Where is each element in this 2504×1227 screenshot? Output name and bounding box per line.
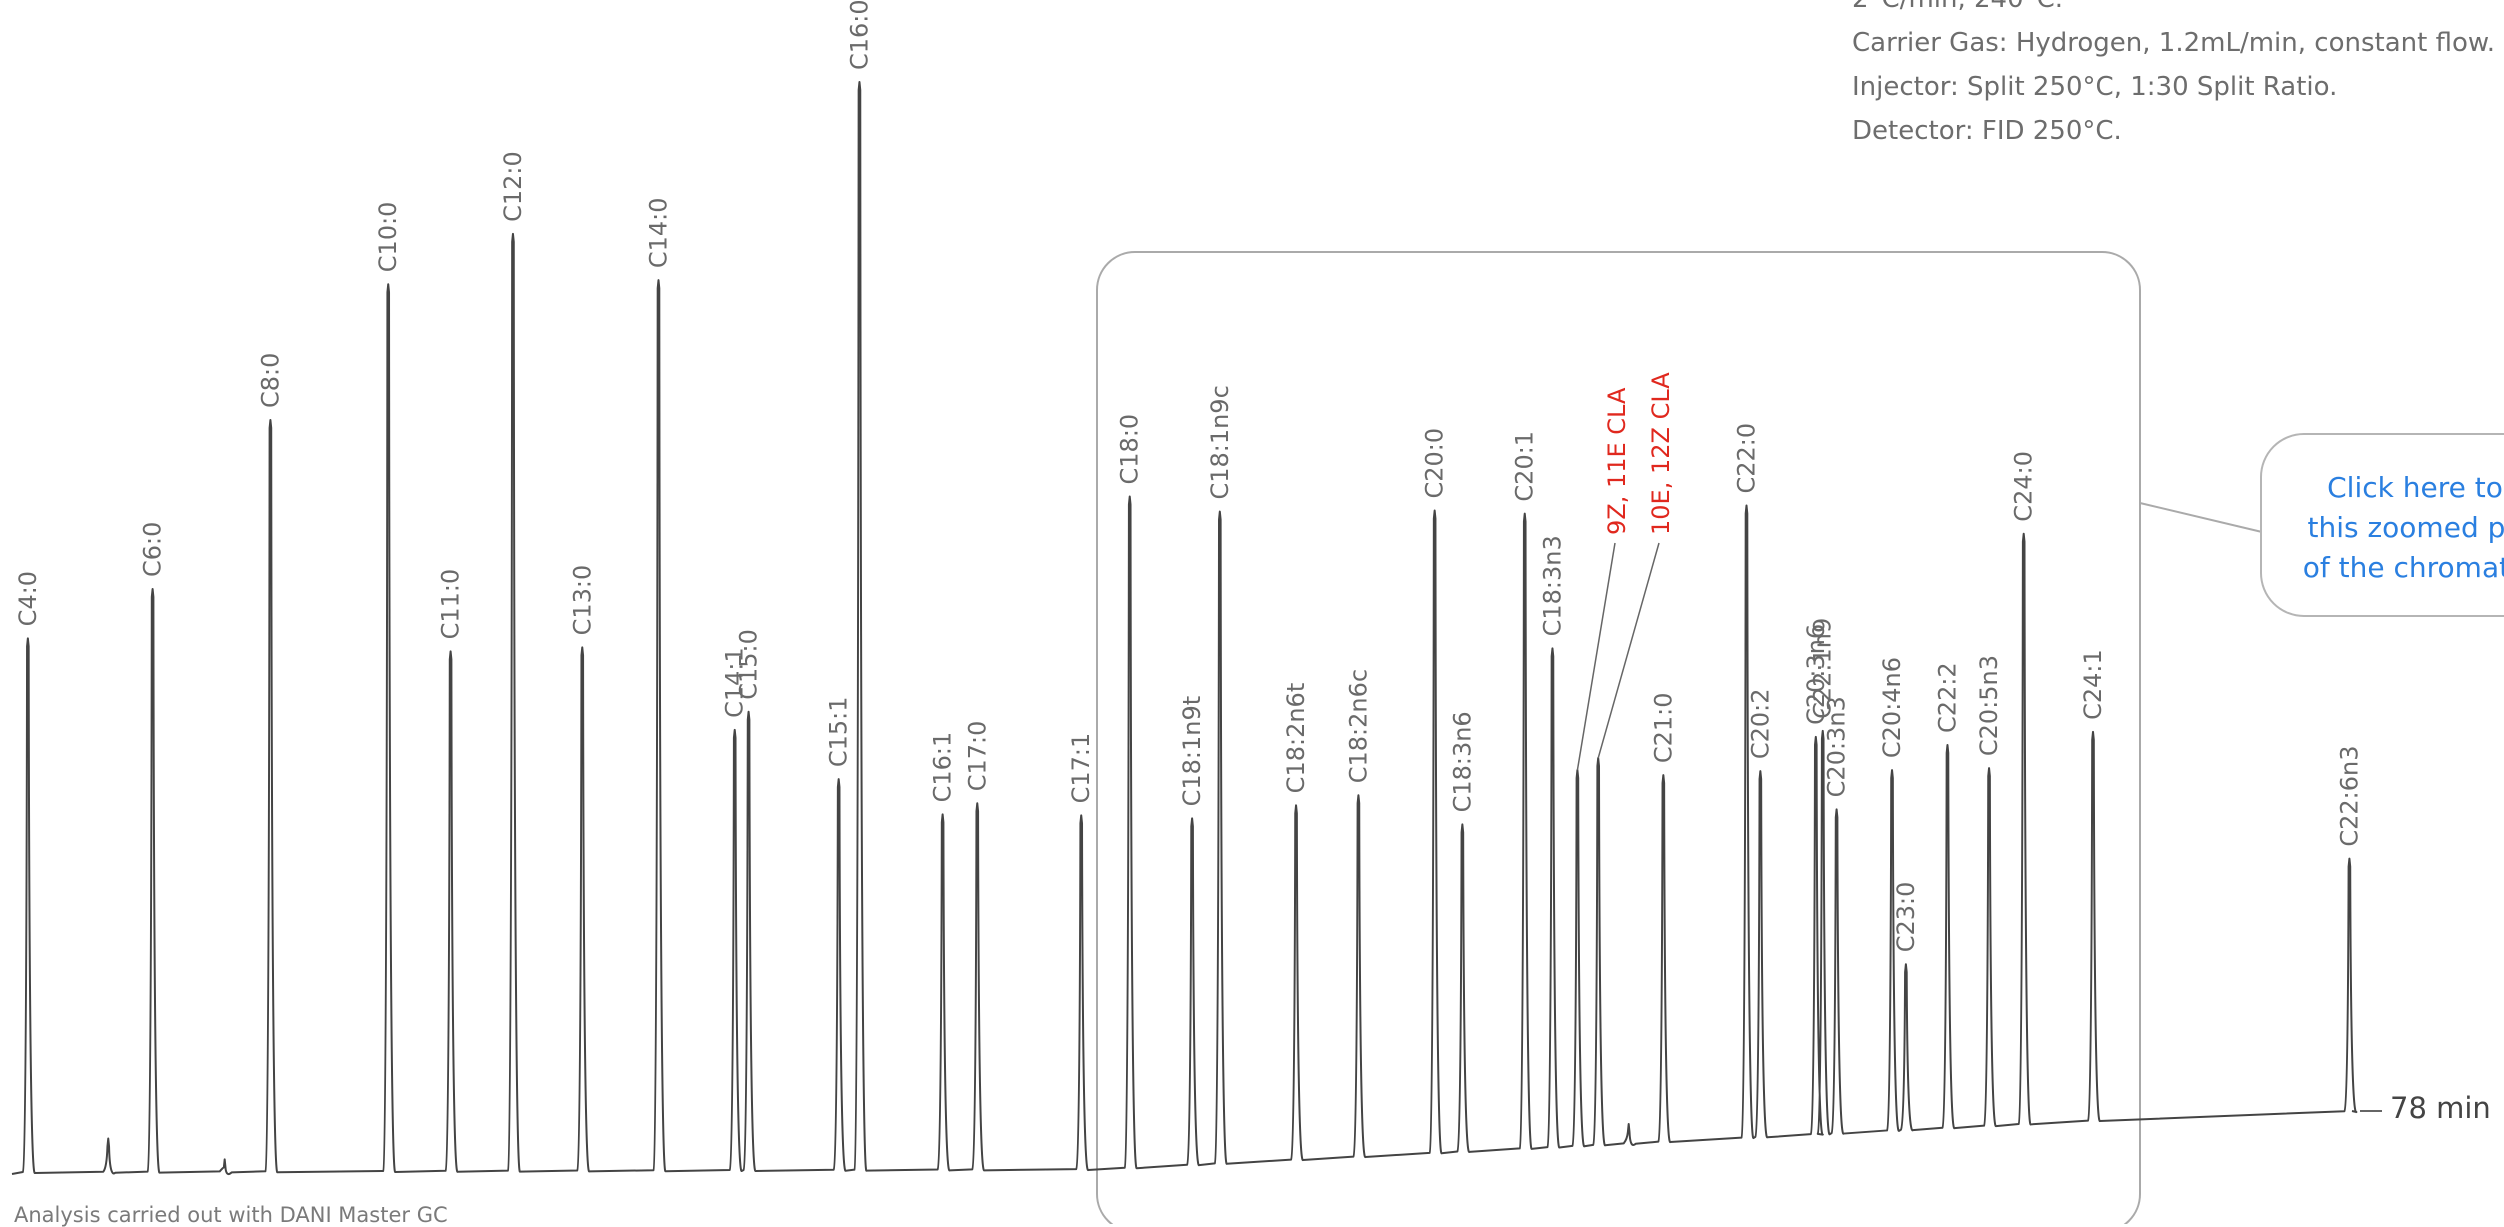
peak-label: C17:1	[1067, 733, 1095, 804]
zoom-callout[interactable]	[2260, 433, 2504, 617]
peak-label: C11:0	[437, 569, 465, 640]
peak-label: C12:0	[499, 151, 527, 222]
zoom-callout-link[interactable]: Click here to this zoomed po of the chro…	[2302, 471, 2504, 584]
peak-label: C20:3n6	[1802, 624, 1830, 725]
peak-label: C23:0	[1892, 882, 1920, 953]
peak-label: C15:1	[825, 697, 853, 768]
leader-line	[1576, 542, 1616, 771]
peak-label: C20:3n3	[1823, 696, 1851, 797]
peak-label: C14:1	[721, 647, 749, 718]
peak-label: C20:2	[1746, 688, 1774, 759]
chromatogram-trace	[11, 81, 2358, 1176]
peak-label: C14:0	[644, 198, 672, 269]
peak-label: C6:0	[139, 522, 167, 577]
method-info-line-2: Carrier Gas: Hydrogen, 1.2mL/min, consta…	[1852, 28, 2496, 58]
peak-label: C18:3n3	[1538, 535, 1566, 636]
peak-label: C10:0	[374, 202, 402, 273]
peak-label: C22:1n9	[1809, 618, 1837, 719]
peak-label: C22:0	[1733, 423, 1761, 494]
peak-label: C18:3n6	[1448, 711, 1476, 812]
method-info-line-3: Injector: Split 250°C, 1:30 Split Ratio.	[1852, 72, 2338, 102]
peak-label: C8:0	[256, 353, 284, 408]
peak-label: C18:1n9t	[1178, 696, 1206, 807]
peak-label: C16:0	[845, 0, 873, 70]
peak-label: C16:1	[929, 732, 957, 803]
peak-label: C18:1n9c	[1206, 385, 1234, 499]
method-info-line-1: 2°C/min, 240°C.	[1852, 0, 2063, 14]
peak-label: C18:2n6t	[1282, 683, 1310, 794]
peak-label: C15:0	[735, 629, 763, 700]
peak-label: C18:2n6c	[1344, 669, 1372, 783]
method-info-line-4: Detector: FID 250°C.	[1852, 116, 2122, 146]
peak-label: 10E, 12Z CLA	[1647, 372, 1675, 535]
peak-label: C20:1	[1511, 431, 1539, 502]
peak-label: C22:6n3	[2335, 745, 2363, 846]
peak-label: C20:0	[1421, 428, 1449, 499]
peak-labels: C4:0 C6:0 C8:0 C10:0 C11:0 C12:0 C13:0 C14:0 C14…	[14, 0, 2364, 952]
footer-note: Analysis carried out with DANI Master GC	[14, 1203, 448, 1227]
peak-label: 9Z, 11E CLA	[1603, 387, 1631, 535]
peak-label: C17:0	[963, 721, 991, 792]
end-time-label: 78 min	[2390, 1091, 2491, 1125]
peak-label: C13:0	[568, 565, 596, 636]
peak-label: C21:0	[1649, 692, 1677, 763]
callout-connector	[2139, 502, 2263, 533]
peak-label: C4:0	[14, 571, 42, 626]
leader-line	[1597, 542, 1660, 759]
peak-label: C24:0	[2010, 451, 2038, 522]
zoom-frame[interactable]	[1096, 251, 2141, 1224]
peak-label: C24:1	[2079, 649, 2107, 720]
peak-label: C22:2	[1933, 662, 1961, 733]
peak-label: C20:4n6	[1878, 657, 1906, 758]
peak-label: C18:0	[1116, 414, 1144, 485]
peak-label: C20:5n3	[1975, 655, 2003, 756]
